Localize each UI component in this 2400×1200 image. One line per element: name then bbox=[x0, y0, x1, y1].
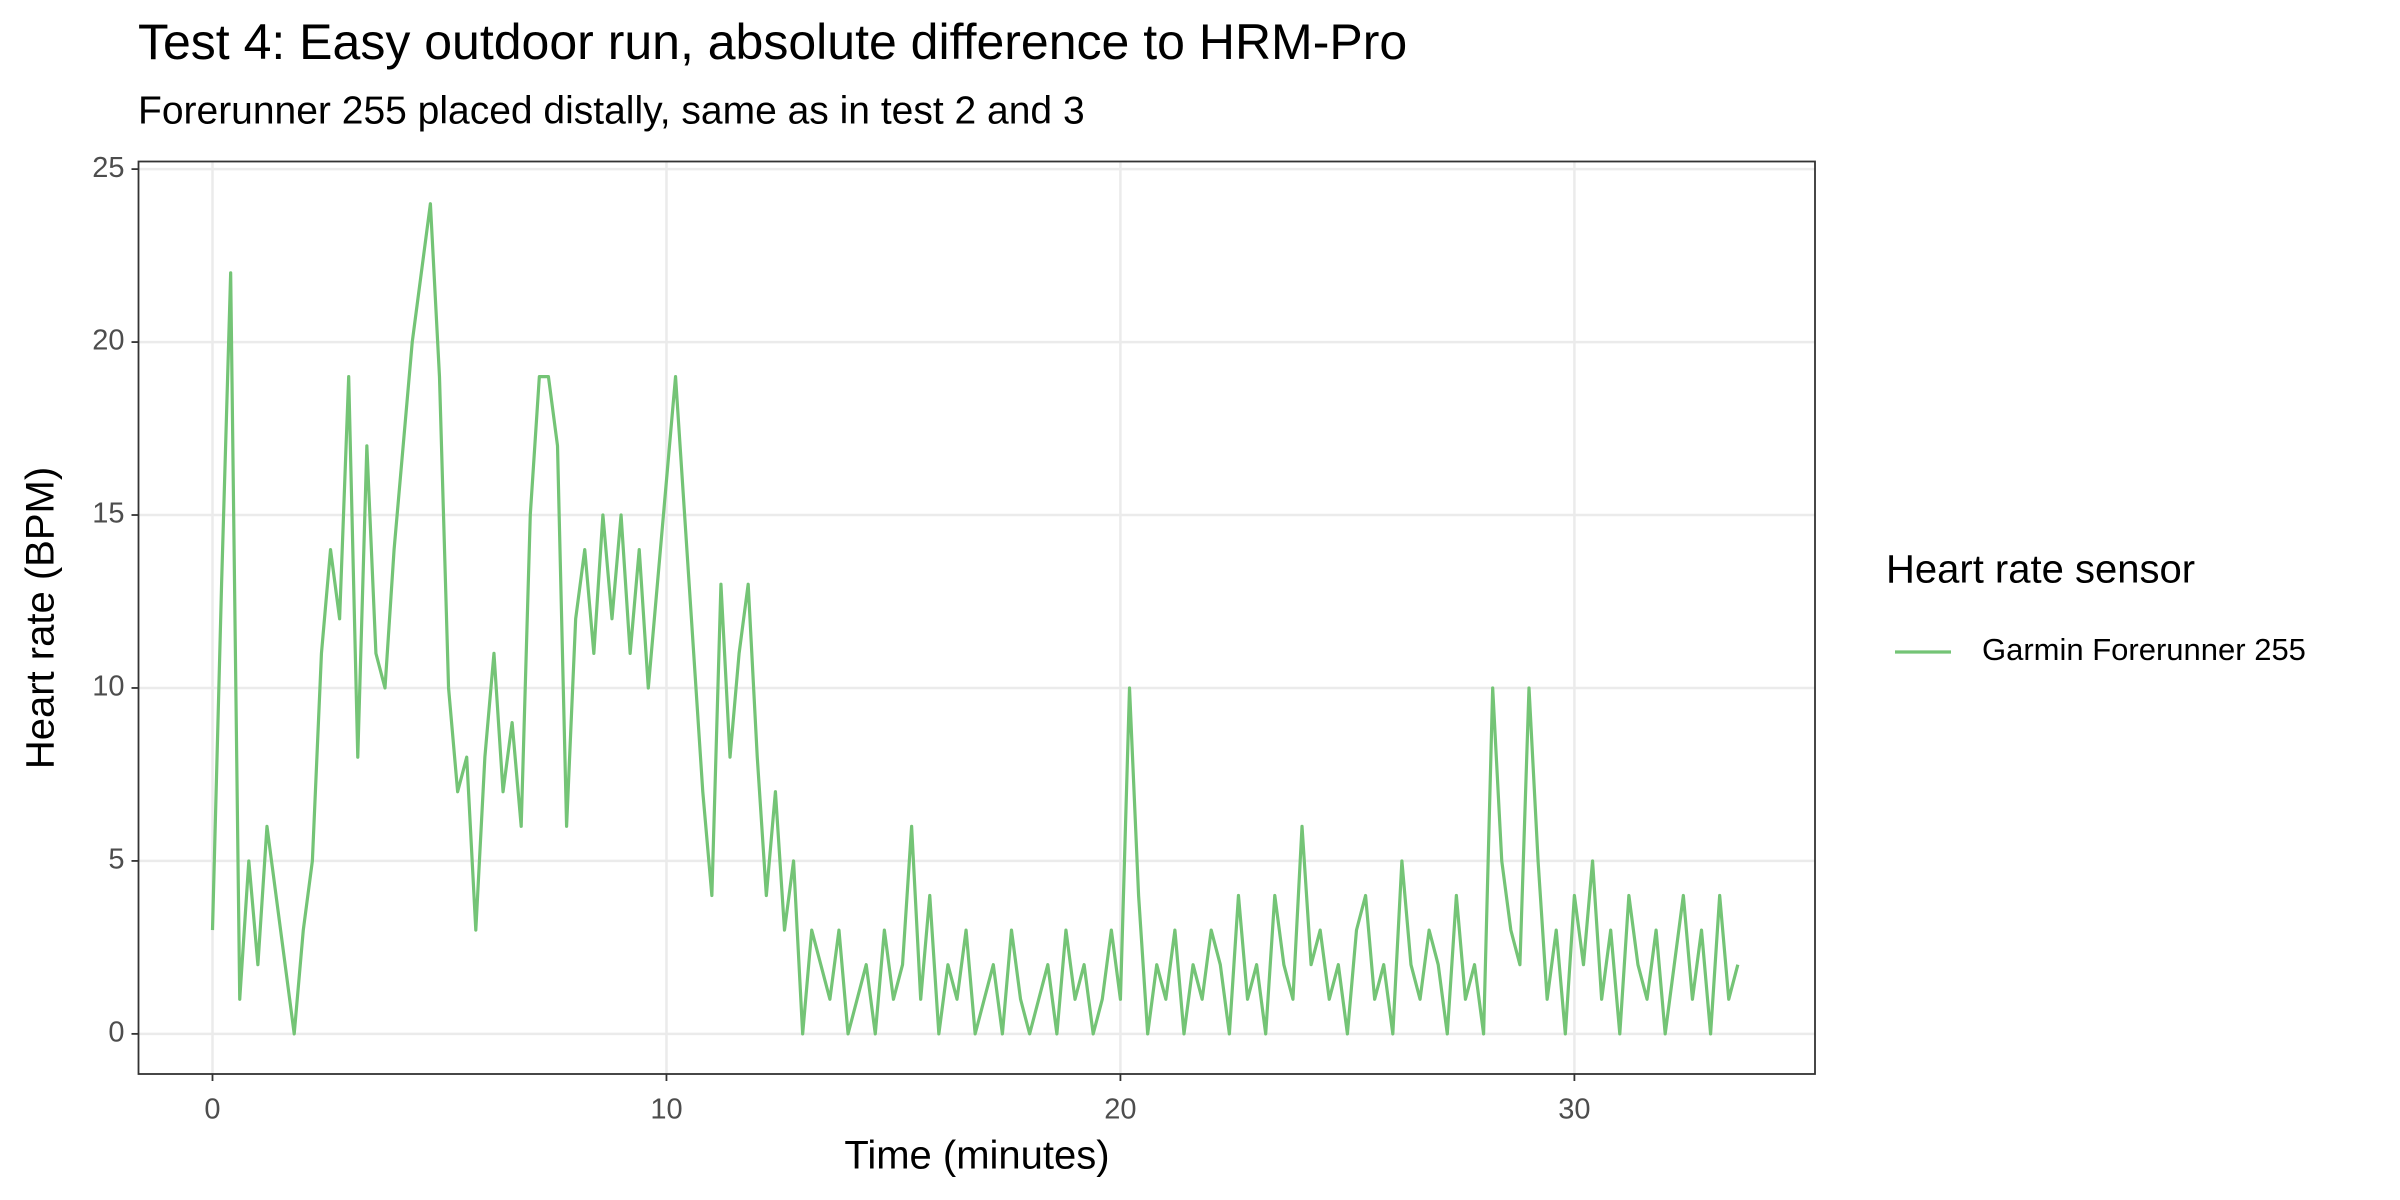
y-tick-label: 10 bbox=[92, 671, 124, 703]
x-tick-label: 20 bbox=[1104, 1094, 1136, 1126]
panel-border bbox=[137, 160, 1816, 1075]
x-tick-label: 0 bbox=[204, 1094, 220, 1126]
y-tick-label: 0 bbox=[108, 1017, 124, 1049]
chart-subtitle: Forerunner 255 placed distally, same as … bbox=[138, 89, 1085, 132]
y-tick-label: 25 bbox=[92, 152, 124, 184]
x-tick-label: 10 bbox=[650, 1094, 682, 1126]
x-tick-label: 30 bbox=[1558, 1094, 1590, 1126]
data-line bbox=[210, 202, 1740, 1036]
y-axis-title: Heart rate (BPM) bbox=[19, 467, 63, 769]
y-tick-label: 15 bbox=[92, 498, 124, 530]
y-tick-label: 20 bbox=[92, 325, 124, 357]
x-axis-title: Time (minutes) bbox=[844, 1134, 1109, 1178]
legend-label: Garmin Forerunner 255 bbox=[1982, 632, 2306, 667]
y-tick-label: 5 bbox=[108, 844, 124, 876]
legend-title: Heart rate sensor bbox=[1886, 548, 2195, 592]
chart-title: Test 4: Easy outdoor run, absolute diffe… bbox=[138, 14, 1407, 70]
